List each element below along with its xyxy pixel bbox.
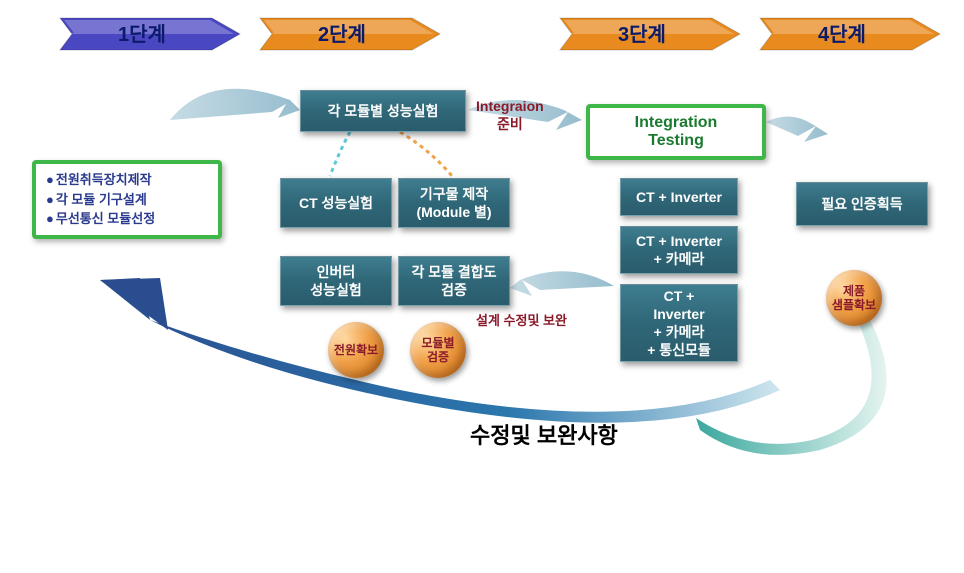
ct-inv-cam-box: CT + Inverter + 카메라 [620, 226, 738, 274]
phase1-requirements-box: 전원취득장치제작 각 모듈 기구설계 무선통신 모듈선정 [32, 160, 222, 239]
design-fix-label: 설계 수정및 보완 [476, 310, 567, 329]
ct-inv-cam-comm-box: CT + Inverter + 카메라 + 통신모듈 [620, 284, 738, 362]
product-sphere: 제품 샘플확보 [826, 270, 882, 326]
integ-prep-label: Integraion 준비 [476, 98, 544, 134]
stage-label-1: 1단계 [118, 23, 166, 46]
phase1-item-3: 무선통신 모듈선정 [46, 209, 208, 229]
arrow-phase1-to-stage2 [170, 89, 300, 120]
phase1-item-1: 전원취득장치제작 [46, 170, 208, 190]
integration-line1: Integration [600, 114, 752, 132]
perf-test-box: 각 모듈별 성능실험 [300, 90, 466, 132]
module-sphere: 모듈별 검증 [410, 322, 466, 378]
stage-label-2: 2단계 [318, 23, 366, 46]
arrow-design-fix-back [510, 271, 614, 296]
ct-inv-box: CT + Inverter [620, 178, 738, 216]
stage-label-4: 4단계 [818, 23, 866, 46]
cert-box: 필요 인증획득 [796, 182, 928, 226]
mech-make-box: 기구물 제작 (Module 별) [398, 178, 510, 228]
dotted-arrow-1 [330, 132, 350, 176]
integration-line2: Testing [600, 132, 752, 150]
power-sphere: 전원확보 [328, 322, 384, 378]
ct-perf-box: CT 성능실험 [280, 178, 392, 228]
coupling-box: 각 모듈 결합도 검증 [398, 256, 510, 306]
big-feedback-arrowhead [100, 278, 168, 330]
stage-label-3: 3단계 [618, 23, 666, 46]
arrow-integration-to-cert [766, 116, 828, 142]
integration-testing-box: Integration Testing [586, 104, 766, 160]
inv-perf-box: 인버터 성능실험 [280, 256, 392, 306]
fix-main-label: 수정및 보완사항 [470, 418, 618, 450]
phase1-item-2: 각 모듈 기구설계 [46, 190, 208, 210]
dotted-arrow-2 [400, 132, 452, 176]
